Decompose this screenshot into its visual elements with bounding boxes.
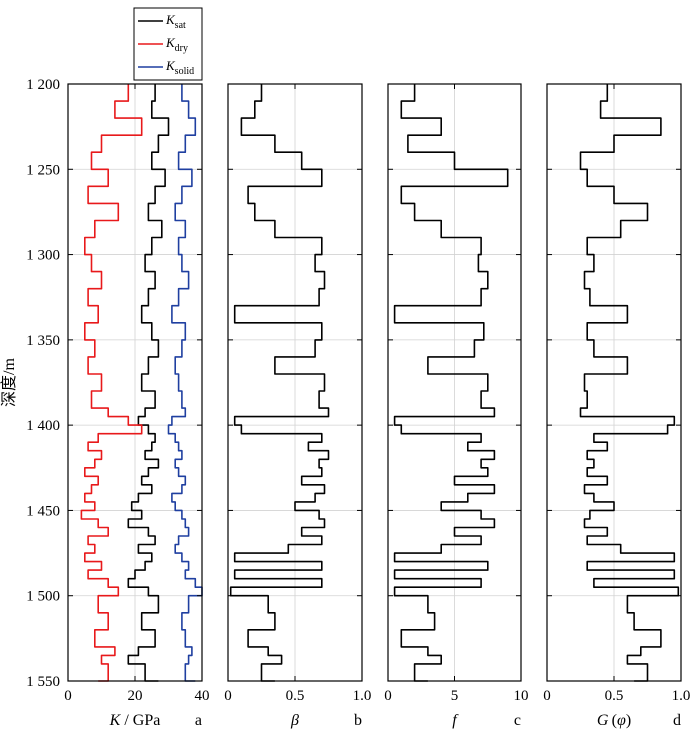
x-tick-label: 1.0	[672, 688, 691, 704]
y-tick-label: 1 250	[26, 162, 60, 178]
y-tick-label: 1 400	[26, 418, 60, 434]
x-tick-label: 0	[64, 688, 72, 704]
panel-letter: a	[195, 712, 202, 729]
x-tick-label: 0	[543, 688, 551, 704]
x-axis-label: β	[290, 712, 299, 729]
series-line-G	[579, 84, 680, 682]
series-line-beta	[229, 84, 330, 682]
x-axis-label: G (φ)	[597, 712, 631, 729]
panel-c: 0 5 10 f c	[384, 83, 529, 729]
x-tick-label: 0.5	[286, 688, 305, 704]
legend-label: Ksat	[165, 12, 186, 31]
x-axis-label: K / GPa	[109, 712, 161, 729]
x-tick-label: 0	[384, 688, 392, 704]
y-tick-label: 1 200	[26, 77, 60, 93]
x-tick-label: 5	[451, 688, 459, 704]
legend: Ksat Kdry Ksolid	[133, 7, 203, 81]
panel-a: 0 20 40 K / GPa a	[64, 83, 210, 729]
x-tick-label: 0.5	[605, 688, 624, 704]
x-tick-label: 20	[128, 688, 143, 704]
x-tick-label: 40	[195, 688, 210, 704]
panel-letter: c	[514, 712, 521, 729]
y-tick-label: 1 500	[26, 589, 60, 605]
x-tick-label: 1.0	[353, 688, 372, 704]
panel-letter: b	[354, 712, 362, 729]
y-tick-label: 1 450	[26, 503, 60, 519]
series-line-f	[393, 84, 509, 682]
panel-d: 0 0.5 1.0 G (φ) d	[543, 83, 691, 729]
y-tick-label: 1 550	[26, 674, 60, 690]
y-tick-label: 1 300	[26, 248, 60, 264]
y-axis-label: 深度/m	[0, 358, 18, 407]
panel-letter: d	[673, 712, 681, 729]
legend-label: Kdry	[165, 35, 188, 54]
series-line-Ksolid	[167, 84, 203, 682]
legend-label: Ksolid	[165, 58, 194, 77]
x-axis-label: f	[452, 712, 459, 729]
y-tick-label: 1 350	[26, 333, 60, 349]
x-tick-label: 0	[224, 688, 232, 704]
x-tick-label: 10	[514, 688, 529, 704]
series-line-Ksat	[127, 84, 170, 682]
panel-b: 0 0.5 1.0 β b	[224, 83, 372, 729]
series-line-Kdry	[80, 84, 143, 682]
